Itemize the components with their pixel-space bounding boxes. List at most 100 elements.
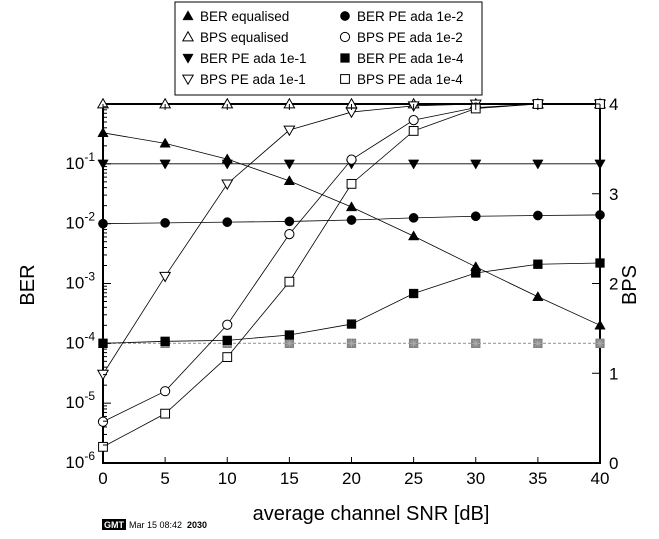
legend-marker-ber-equalised — [182, 10, 194, 21]
bps-pe-ada-1e-4-series — [98, 99, 605, 452]
x-tick-label-15: 15 — [280, 469, 299, 488]
gmt-stamp-year: 2030 — [187, 520, 207, 530]
x-tick-label-25: 25 — [404, 469, 423, 488]
bps-pe-ada-1e-2-point-0 — [97, 416, 109, 427]
ber-equalised-point-7 — [532, 291, 544, 301]
bps-pe-ada-1e-2-line — [102, 103, 600, 423]
gmt-stamp: GMT Mar 15 08:42 2030 — [102, 519, 207, 530]
legend-label-ber-pe-ada-1e-2: BER PE ada 1e-2 — [357, 9, 464, 24]
y-right-tick-label-1: 1 — [609, 364, 618, 383]
reference-2-point-5 — [409, 339, 418, 348]
ber-pe-ada-1e-4-point-5 — [408, 288, 419, 299]
ber-pe-ada-1e-2-point-2 — [222, 217, 233, 228]
legend-label-bps-pe-ada-1e-1: BPS PE ada 1e-1 — [200, 72, 306, 87]
legend-label-ber-pe-ada-1e-1: BER PE ada 1e-1 — [200, 51, 307, 66]
legend-marker-bps-pe-ada-1e-2 — [339, 31, 351, 43]
bps-pe-ada-1e-2-point-3 — [284, 229, 295, 240]
ber-pe-ada-1e-1-point-7 — [532, 159, 544, 170]
legend-entry-bps-pe-ada-1e-2: BPS PE ada 1e-2 — [339, 30, 463, 45]
bps-pe-ada-1e-2-point-2 — [222, 319, 233, 330]
x-tick-label-30: 30 — [466, 469, 485, 488]
legend-box — [174, 1, 483, 96]
ber-equalised-point-3 — [283, 175, 296, 185]
y-right-tick-label-4: 4 — [609, 95, 618, 114]
ber-pe-ada-1e-2-series — [98, 210, 605, 229]
legend-label-bps-pe-ada-1e-2: BPS PE ada 1e-2 — [357, 30, 463, 45]
ber-pe-ada-1e-1-point-5 — [407, 159, 420, 170]
ber-pe-ada-1e-1-point-2 — [221, 159, 233, 170]
axes-layer: 0 5 10 15 20 25 30 35 4010-110-210-310-410-510-6… — [65, 95, 618, 488]
reference-2-point-8 — [596, 339, 604, 348]
legend-label-ber-pe-ada-1e-4: BER PE ada 1e-4 — [357, 51, 464, 66]
ber-pe-ada-1e-4-point-7 — [533, 259, 543, 269]
legend-entry-ber-pe-ada-1e-4: BER PE ada 1e-4 — [340, 51, 464, 66]
legend-entry-ber-pe-ada-1e-1: BER PE ada 1e-1 — [182, 51, 307, 66]
legend-label-ber-equalised: BER equalised — [200, 9, 289, 24]
bps-pe-ada-1e-1-point-1 — [159, 271, 172, 283]
ber-pe-ada-1e-4-line — [102, 262, 601, 344]
legend-entry-ber-equalised: BER equalised — [182, 9, 289, 24]
ber-equalised-point-5 — [407, 230, 420, 241]
legend-entry-bps-equalised: BPS equalised — [181, 30, 289, 45]
bps-pe-ada-1e-2-point-5 — [408, 115, 419, 126]
ber-pe-ada-1e-4-point-2 — [222, 335, 232, 346]
ber-pe-ada-1e-4-point-1 — [160, 336, 170, 346]
y-right-tick-label-3: 3 — [609, 185, 618, 204]
series-layer — [96, 97, 607, 452]
ber-equalised-point-1 — [159, 137, 171, 148]
bps-pe-ada-1e-2-point-4 — [346, 154, 357, 165]
x-tick-label-35: 35 — [528, 469, 547, 488]
legend-marker-ber-pe-ada-1e-2 — [340, 11, 350, 21]
x-axis-title: average channel SNR [dB] — [253, 503, 490, 525]
ber-pe-ada-1e-2-point-6 — [470, 211, 481, 222]
ber-pe-ada-1e-2-point-8 — [595, 210, 605, 220]
y-axis-title-right: BPS — [619, 265, 641, 305]
legend-label-bps-pe-ada-1e-4: BPS PE ada 1e-4 — [357, 72, 463, 87]
legend: BER equalised BPS equalised BER PE ada 1e-… — [174, 1, 483, 96]
ber-pe-ada-1e-4-point-6 — [471, 268, 481, 278]
ber-pe-ada-1e-2-point-5 — [408, 213, 419, 223]
ber-pe-ada-1e-4-point-8 — [595, 258, 605, 268]
x-tick-label-0: 0 — [98, 469, 107, 488]
y-axis-title-left: BER — [17, 264, 39, 305]
ber-pe-ada-1e-4-series — [98, 258, 605, 348]
bps-pe-ada-1e-4-point-5 — [408, 126, 419, 136]
bps-pe-ada-1e-4-point-0 — [98, 441, 108, 452]
bps-pe-ada-1e-4-point-4 — [346, 178, 357, 189]
reference-2-point-3 — [285, 339, 294, 348]
legend-entry-bps-pe-ada-1e-1: BPS PE ada 1e-1 — [181, 72, 306, 87]
gmt-stamp-box — [102, 519, 126, 530]
bps-pe-ada-1e-2-point-1 — [160, 386, 171, 397]
y-left-tick-label: 10-5 — [65, 389, 95, 412]
legend-entry-ber-pe-ada-1e-2: BER PE ada 1e-2 — [340, 9, 464, 24]
ber-pe-ada-1e-1-point-8 — [594, 159, 606, 170]
ber-pe-ada-1e-4-point-4 — [346, 319, 357, 329]
bps-pe-ada-1e-4-point-2 — [222, 352, 233, 362]
legend-entry-bps-pe-ada-1e-4: BPS PE ada 1e-4 — [340, 72, 463, 87]
x-tick-label-5: 5 — [160, 469, 169, 488]
y-right-tick-label-2: 2 — [609, 275, 618, 294]
x-tick-label-20: 20 — [342, 469, 361, 488]
legend-marker-bps-equalised — [181, 30, 195, 42]
legend-marker-bps-pe-ada-1e-1 — [181, 74, 195, 86]
ber-pe-ada-1e-1-point-0 — [97, 159, 109, 170]
legend-label-bps-equalised: BPS equalised — [200, 30, 289, 45]
ber-pe-ada-1e-2-point-3 — [284, 216, 295, 227]
ber-pe-ada-1e-1-point-3 — [283, 159, 296, 170]
bps-pe-ada-1e-1-line — [102, 103, 600, 375]
reference-2-point-4 — [347, 339, 356, 348]
bps-pe-ada-1e-4-point-3 — [284, 276, 295, 287]
bps-pe-ada-1e-4-point-1 — [160, 408, 171, 419]
reference-2-point-7 — [533, 339, 542, 348]
ber-equalised-point-4 — [345, 201, 358, 212]
ber-equalised-point-0 — [97, 127, 109, 137]
ber-pe-ada-1e-4-point-3 — [284, 330, 295, 340]
x-tick-label-40: 40 — [591, 469, 610, 488]
reference-2-series — [99, 339, 604, 348]
y-left-tick-label: 10-1 — [65, 150, 95, 173]
reference-2-point-6 — [471, 339, 480, 348]
legend-marker-ber-pe-ada-1e-1 — [182, 53, 194, 64]
ber-pe-ada-1e-1-point-6 — [470, 159, 482, 170]
y-right-tick-label-0: 0 — [609, 454, 618, 473]
